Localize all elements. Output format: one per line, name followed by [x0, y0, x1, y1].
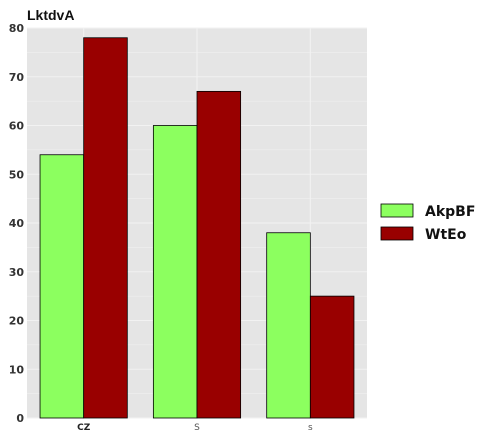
legend-swatch: [380, 203, 414, 218]
bar-AkpBF-S: [152, 125, 198, 419]
y-axis: 0 10 20 30 40 50 60 70 80: [9, 22, 25, 425]
bar-WtEo-CZ: [83, 37, 128, 419]
legend-swatch: [380, 226, 414, 241]
bar-WtEo-s: [309, 295, 355, 419]
bar-AkpBF-s: [266, 232, 311, 419]
y-tick-label: 30: [9, 266, 25, 279]
x-tick-label: CZ: [77, 423, 91, 433]
chart-title: LktdvA: [27, 7, 74, 23]
legend-label: AkpBF: [425, 204, 475, 220]
y-tick-label: 10: [9, 363, 25, 376]
bar-WtEo-S: [196, 90, 242, 419]
x-tick-label: s: [308, 423, 313, 433]
x-tick-label: S: [194, 423, 200, 433]
y-tick-label: 80: [9, 22, 25, 35]
legend: AkpBF WtEo: [380, 203, 475, 243]
bar-AkpBF-CZ: [39, 154, 85, 419]
y-tick-label: 20: [9, 315, 25, 328]
legend-label: WtEo: [425, 227, 467, 243]
y-tick-label: 50: [9, 168, 25, 181]
y-tick-label: 70: [9, 71, 25, 84]
bars: [39, 37, 355, 419]
y-tick-label: 40: [9, 217, 25, 230]
y-tick-label: 60: [9, 120, 25, 133]
y-tick-label: 0: [16, 412, 24, 425]
